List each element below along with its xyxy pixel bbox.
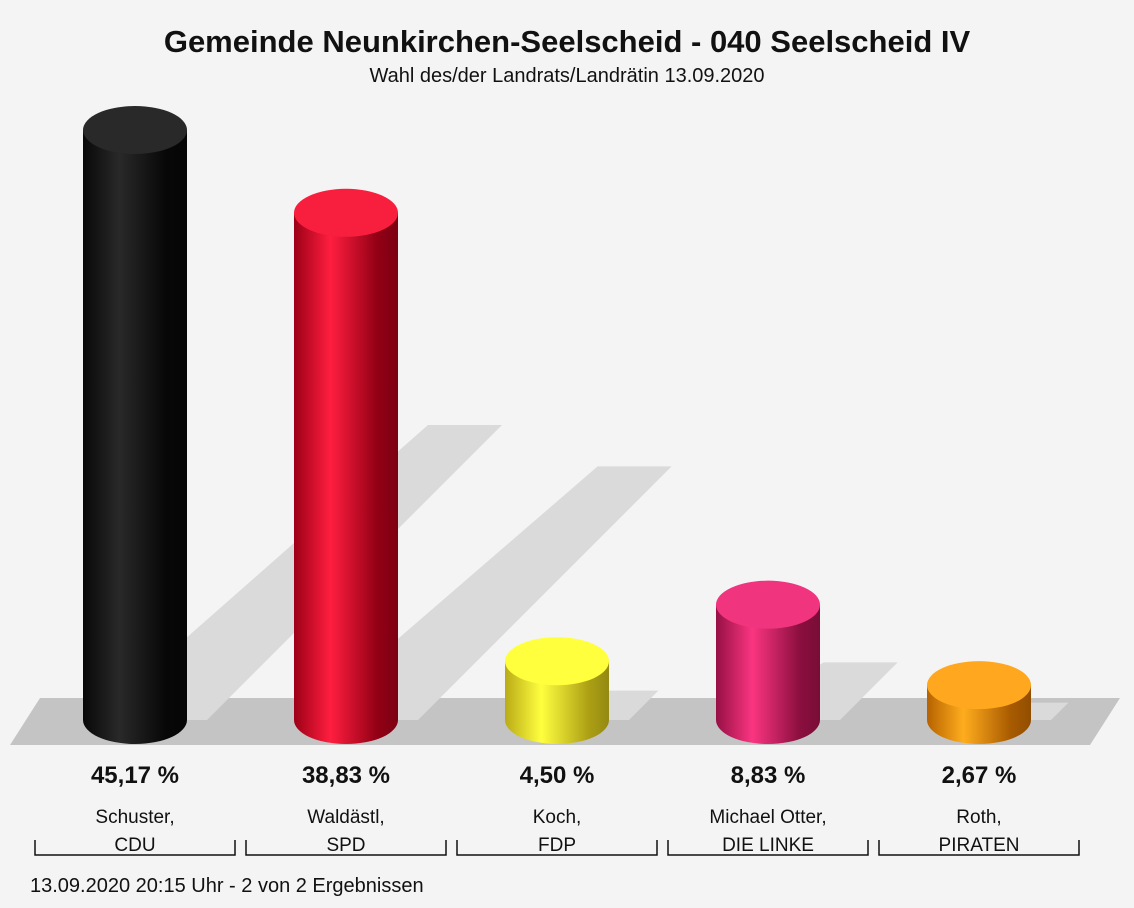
- value-label: 4,50 %: [520, 762, 595, 789]
- bar-top: [294, 188, 398, 237]
- category-bracket: [456, 840, 658, 856]
- footer: 13.09.2020 20:15 Uhr - 2 von 2 Ergebniss…: [30, 875, 424, 897]
- value-label: 38,83 %: [302, 762, 390, 789]
- bar-top: [927, 661, 1031, 710]
- category-label: SPD: [326, 835, 365, 856]
- bar-top: [505, 637, 609, 686]
- bar-top: [83, 106, 187, 154]
- category-label: CDU: [114, 835, 155, 856]
- category-label: Koch,: [533, 807, 582, 828]
- bar-top: [716, 580, 820, 629]
- bar: [294, 212, 398, 745]
- category-label: DIE LINKE: [722, 835, 814, 856]
- bar: [83, 130, 187, 744]
- category-label: Schuster,: [95, 807, 174, 828]
- chart-title: Gemeinde Neunkirchen-Seelscheid - 040 Se…: [164, 24, 971, 59]
- category-bracket: [34, 840, 236, 856]
- chart-subtitle: Wahl des/der Landrats/Landrätin 13.09.20…: [369, 65, 764, 87]
- category-label: FDP: [538, 835, 576, 856]
- category-bracket: [667, 840, 869, 856]
- category-label: Michael Otter,: [709, 807, 826, 828]
- value-label: 45,17 %: [91, 762, 179, 789]
- bar: [716, 604, 820, 744]
- value-label: 2,67 %: [942, 762, 1017, 789]
- category-label: Roth,: [956, 807, 1001, 828]
- category-label: PIRATEN: [939, 835, 1020, 856]
- value-label: 8,83 %: [731, 762, 806, 789]
- category-bracket: [245, 840, 447, 856]
- category-label: Waldästl,: [307, 807, 384, 828]
- category-bracket: [878, 840, 1080, 856]
